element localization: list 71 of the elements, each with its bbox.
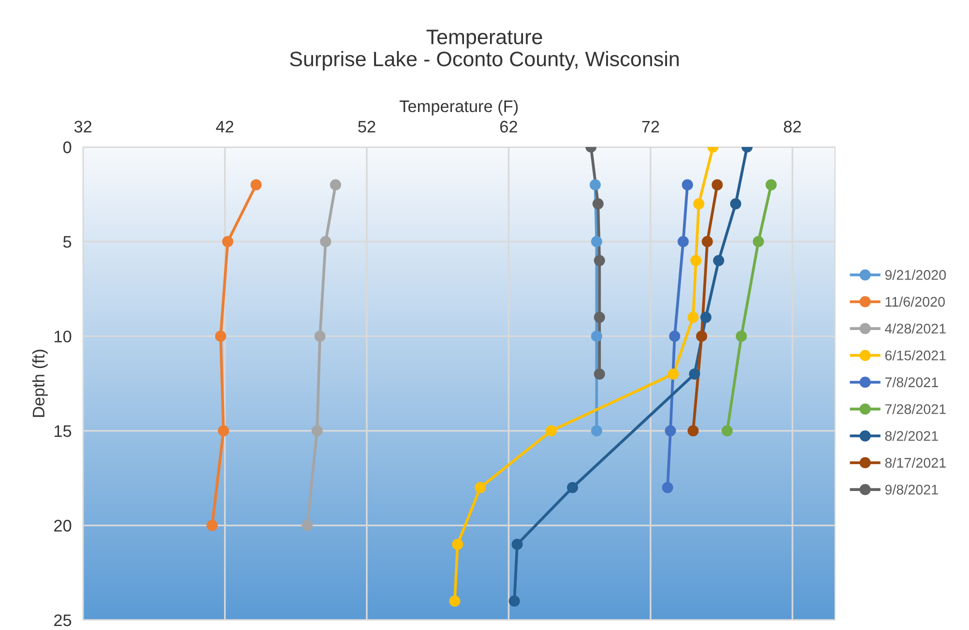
point bbox=[449, 596, 460, 607]
point bbox=[591, 425, 602, 436]
point bbox=[594, 368, 606, 380]
point bbox=[766, 179, 777, 190]
legend-label: 8/2/2021 bbox=[885, 430, 938, 441]
point bbox=[474, 482, 486, 494]
x-tick-label: 42 bbox=[216, 120, 234, 132]
point bbox=[668, 368, 679, 380]
point bbox=[302, 520, 313, 531]
y-tick-label: 5 bbox=[63, 236, 72, 248]
x-tick-label: 32 bbox=[74, 120, 92, 133]
point bbox=[206, 520, 218, 531]
point bbox=[594, 254, 606, 266]
point bbox=[218, 425, 230, 436]
y-tick-label: 10 bbox=[54, 330, 72, 342]
point bbox=[752, 236, 764, 248]
y-tick-label: 0 bbox=[63, 141, 72, 154]
point bbox=[730, 198, 742, 210]
legend-label: 8/17/2021 bbox=[885, 458, 946, 468]
legend-label: 6/15/2021 bbox=[885, 350, 946, 360]
point bbox=[590, 179, 601, 190]
point bbox=[712, 179, 723, 190]
chart-subtitle: Surprise Lake - Oconto County, Wisconsin bbox=[290, 51, 679, 70]
point bbox=[693, 198, 704, 210]
x-tick-label: 52 bbox=[358, 120, 376, 133]
x-tick-label: 72 bbox=[642, 120, 659, 132]
legend-label: 9/8/2021 bbox=[885, 484, 938, 495]
point bbox=[512, 538, 523, 550]
point bbox=[314, 330, 326, 342]
point bbox=[215, 330, 226, 342]
y-tick-label: 20 bbox=[54, 520, 72, 532]
point bbox=[722, 425, 733, 436]
legend-label: 7/8/2021 bbox=[885, 377, 938, 388]
point bbox=[700, 312, 712, 323]
legend-label: 7/28/2021 bbox=[885, 404, 946, 414]
point bbox=[330, 179, 342, 190]
point bbox=[312, 425, 323, 436]
x-tick-label: 82 bbox=[784, 120, 801, 133]
point bbox=[690, 254, 702, 266]
point bbox=[664, 425, 676, 436]
y-tick-label: 25 bbox=[54, 614, 72, 626]
x-tick-label: 62 bbox=[500, 120, 518, 133]
point bbox=[736, 330, 747, 342]
point bbox=[713, 254, 724, 266]
point bbox=[591, 330, 602, 342]
x-axis-title: Temperature (F) bbox=[400, 100, 518, 116]
point bbox=[682, 179, 693, 190]
point bbox=[508, 596, 520, 607]
point bbox=[594, 312, 606, 323]
chart-title: Temperature bbox=[426, 30, 542, 48]
point bbox=[678, 236, 689, 248]
point bbox=[688, 312, 699, 323]
point bbox=[702, 236, 713, 248]
point bbox=[688, 425, 699, 436]
legend-label: 9/21/2020 bbox=[885, 270, 946, 280]
point bbox=[591, 236, 602, 248]
y-tick-label: 15 bbox=[54, 425, 72, 438]
y-axis-title: Depth (ft) bbox=[32, 350, 48, 417]
point bbox=[592, 198, 604, 210]
point bbox=[452, 538, 464, 550]
point bbox=[222, 236, 234, 248]
point bbox=[566, 482, 578, 494]
point bbox=[320, 236, 332, 248]
point bbox=[662, 482, 674, 494]
point bbox=[669, 330, 680, 342]
point bbox=[250, 179, 262, 190]
legend-label: 11/6/2020 bbox=[886, 296, 945, 307]
point bbox=[546, 425, 557, 436]
point bbox=[688, 368, 700, 380]
legend-label: 4/28/2021 bbox=[884, 323, 946, 334]
point bbox=[696, 330, 708, 342]
